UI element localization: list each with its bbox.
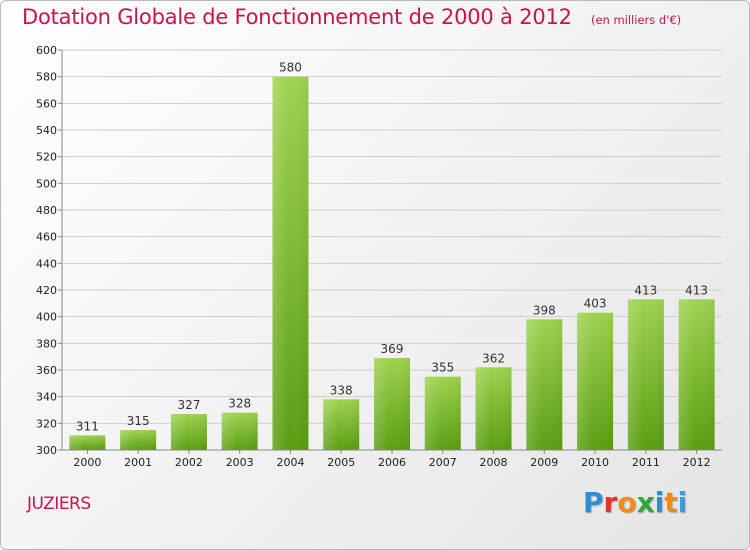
x-tick-label-2003: 2003 — [226, 456, 254, 469]
bar-shine-2006 — [374, 358, 410, 450]
bar-shine-2005 — [323, 399, 360, 450]
y-tick-label: 460 — [36, 231, 57, 244]
x-tick-label-2004: 2004 — [276, 456, 304, 469]
y-tick-label: 580 — [36, 71, 57, 84]
data-label-2000: 311 — [76, 419, 99, 433]
data-label-2007: 355 — [431, 361, 454, 375]
bars — [69, 76, 715, 451]
chart-title-row: Dotation Globale de Fonctionnement de 20… — [22, 5, 681, 29]
bar-shine-2002 — [170, 414, 207, 450]
x-tick-label-2007: 2007 — [429, 456, 457, 469]
data-label-2003: 328 — [228, 397, 251, 411]
y-tick-label: 400 — [36, 311, 57, 324]
bar-shine-2007 — [424, 376, 461, 450]
x-tick-label-2001: 2001 — [124, 456, 152, 469]
data-label-2002: 327 — [177, 398, 200, 412]
data-label-2012: 413 — [685, 283, 708, 297]
bar-shine-2009 — [526, 319, 563, 450]
bar-shine-2012 — [678, 299, 715, 450]
y-tick-label: 540 — [36, 124, 57, 137]
x-tick-label-2011: 2011 — [632, 456, 660, 469]
y-tick-label: 360 — [36, 364, 57, 377]
x-tick-label-2002: 2002 — [175, 456, 203, 469]
y-tick-label: 520 — [36, 151, 57, 164]
proxiti-logo: Proxiti — [583, 486, 688, 519]
chart-unit: (en milliers d'€) — [590, 13, 682, 27]
bar-shine-2008 — [475, 367, 512, 450]
bar-shine-2003 — [221, 412, 258, 450]
y-tick-label: 320 — [36, 417, 57, 430]
y-tick-label: 340 — [36, 391, 57, 404]
bar-shine-2004 — [272, 76, 309, 451]
data-label-2008: 362 — [482, 351, 505, 365]
bar-shine-2011 — [627, 299, 664, 450]
data-label-2005: 338 — [330, 383, 353, 397]
y-tick-label: 480 — [36, 204, 57, 217]
data-label-2009: 398 — [533, 303, 556, 317]
data-label-2004: 580 — [279, 61, 302, 75]
bar-shine-2010 — [577, 312, 614, 450]
bar-shine-2000 — [69, 435, 106, 450]
bar-shine-2001 — [120, 430, 157, 450]
x-tick-label-2005: 2005 — [327, 456, 355, 469]
y-tick-label: 560 — [36, 97, 57, 110]
y-tick-label: 500 — [36, 177, 57, 190]
y-tick-label: 300 — [36, 444, 57, 457]
y-tick-label: 600 — [36, 44, 57, 57]
x-tick-label-2006: 2006 — [378, 456, 406, 469]
x-tick-label-2009: 2009 — [530, 456, 558, 469]
y-tick-label: 420 — [36, 284, 57, 297]
data-label-2010: 403 — [584, 297, 607, 311]
x-tick-label-2010: 2010 — [581, 456, 609, 469]
x-tick-label-2008: 2008 — [480, 456, 508, 469]
chart-title: Dotation Globale de Fonctionnement de 20… — [22, 5, 572, 29]
axes: 300 320 340 360 380 400 420 440 460 480 500 520 540 5… — [36, 44, 722, 469]
x-tick-label-2000: 2000 — [73, 456, 101, 469]
data-label-2001: 315 — [127, 414, 150, 428]
y-tick-label: 380 — [36, 337, 57, 350]
y-tick-label: 440 — [36, 257, 57, 270]
data-labels: 311 315 327 328 580 338 369 355 362 398 403 413 413 — [76, 61, 708, 434]
commune-name: JUZIERS — [27, 494, 91, 514]
data-label-2006: 369 — [381, 342, 404, 356]
x-tick-label-2012: 2012 — [683, 456, 711, 469]
data-label-2011: 413 — [634, 283, 657, 297]
